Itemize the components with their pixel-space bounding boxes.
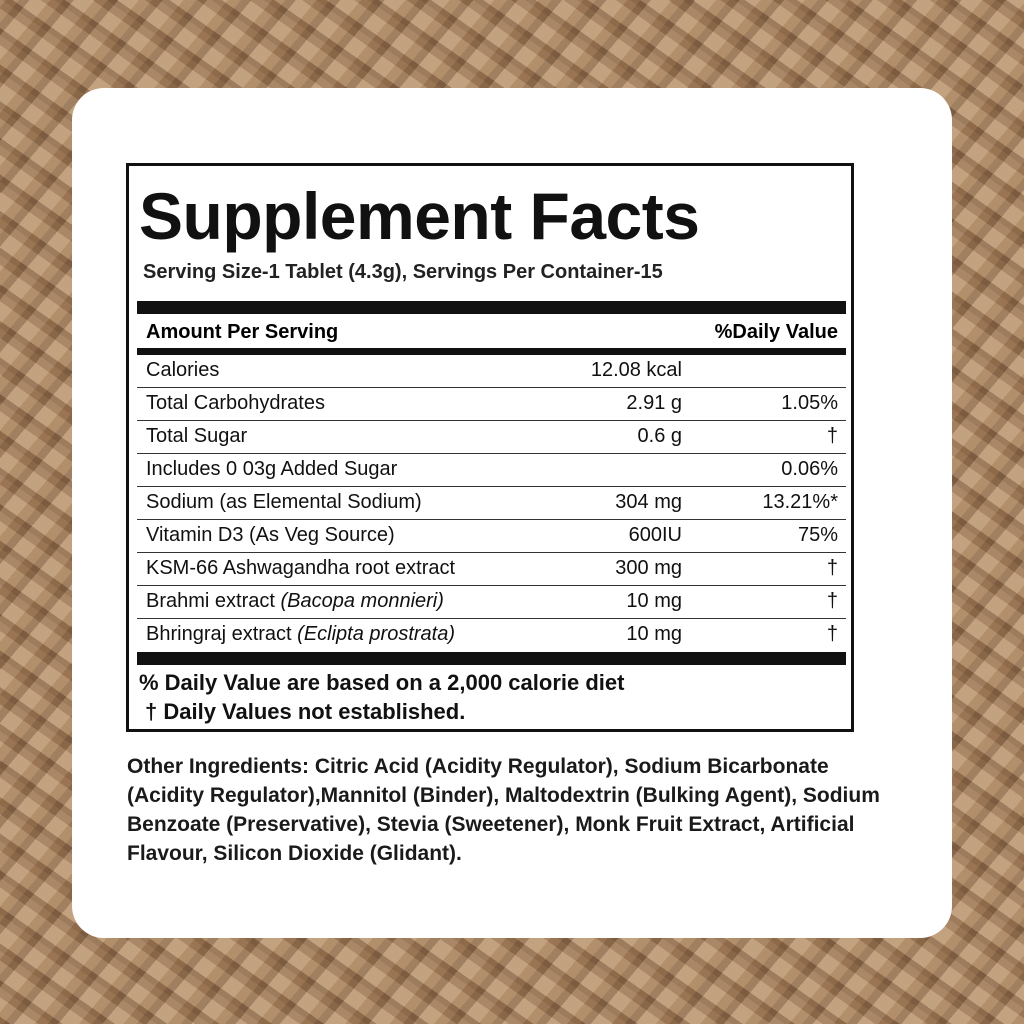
- nutrient-name: Total Sugar: [146, 425, 247, 448]
- nutrient-amount: 2.91 g: [626, 392, 682, 414]
- nutrient-amount: 600IU: [628, 524, 682, 546]
- table-row: Vitamin D3 (As Veg Source) 600IU 75%: [137, 520, 846, 553]
- nutrient-latin-name: (Bacopa monnieri): [280, 590, 444, 612]
- divider-thick: [137, 652, 846, 665]
- nutrient-latin-name: (Eclipta prostrata): [297, 623, 456, 645]
- nutrient-name: Brahmi extract (Bacopa monnieri): [146, 590, 444, 613]
- nutrient-daily-value: †: [826, 623, 838, 645]
- nutrient-name: Calories: [146, 359, 219, 382]
- table-header: Amount Per Serving %Daily Value: [137, 318, 846, 348]
- nutrient-name-text: Vitamin D3 (As Veg Source): [146, 524, 395, 546]
- nutrient-amount: 300 mg: [615, 557, 682, 579]
- footnote-daily-value: % Daily Value are based on a 2,000 calor…: [139, 670, 625, 695]
- nutrient-name-text: Bhringraj extract: [146, 623, 298, 645]
- serving-info: Serving Size-1 Tablet (4.3g), Servings P…: [143, 261, 663, 283]
- nutrient-name-text: Total Sugar: [146, 425, 248, 447]
- header-amount: Amount Per Serving: [146, 321, 339, 343]
- nutrient-name-text: Brahmi extract: [146, 590, 281, 612]
- nutrient-daily-value: 75%: [797, 524, 838, 546]
- nutrient-amount: 10 mg: [626, 590, 682, 612]
- nutrient-daily-value: 1.05%: [781, 392, 838, 414]
- supplement-facts-panel: Supplement Facts Serving Size-1 Tablet (…: [126, 163, 854, 732]
- table-row: Brahmi extract (Bacopa monnieri) 10 mg †: [137, 586, 846, 619]
- nutrient-daily-value: †: [826, 425, 838, 447]
- other-ingredients: Other Ingredients: Citric Acid (Acidity …: [127, 755, 880, 865]
- panel-title: Supplement Facts: [139, 179, 700, 253]
- table-row: KSM-66 Ashwagandha root extract 300 mg †: [137, 553, 846, 586]
- nutrient-amount: 12.08 kcal: [590, 359, 682, 381]
- table-row: Calories 12.08 kcal: [137, 355, 846, 388]
- nutrient-name-text: Includes 0 03g Added Sugar: [146, 458, 398, 480]
- nutrient-amount: 0.6 g: [637, 425, 682, 447]
- nutrient-name: Total Carbohydrates: [146, 392, 325, 415]
- nutrient-daily-value: †: [826, 557, 838, 579]
- nutrient-table: Calories 12.08 kcal Total Carbohydrates 2.9…: [137, 355, 846, 651]
- footnote-not-established: † Daily Values not established.: [145, 699, 466, 724]
- header-daily-value: %Daily Value: [714, 321, 838, 343]
- nutrient-daily-value: 0.06%: [781, 458, 838, 480]
- nutrient-daily-value: 13.21%*: [762, 491, 838, 513]
- table-row: Sodium (as Elemental Sodium) 304 mg 13.21%…: [137, 487, 846, 520]
- nutrient-name: Vitamin D3 (As Veg Source): [146, 524, 395, 547]
- table-row: Includes 0 03g Added Sugar 0.06%: [137, 454, 846, 487]
- divider-medium: [137, 348, 846, 355]
- table-row: Total Carbohydrates 2.91 g 1.05%: [137, 388, 846, 421]
- nutrient-name-text: Total Carbohydrates: [146, 392, 325, 414]
- nutrient-name: Bhringraj extract (Eclipta prostrata): [146, 623, 455, 646]
- nutrient-name: Sodium (as Elemental Sodium): [146, 491, 422, 514]
- nutrient-name-text: Calories: [146, 359, 220, 381]
- table-row: Bhringraj extract (Eclipta prostrata) 10 …: [137, 619, 846, 651]
- nutrient-amount: 304 mg: [615, 491, 682, 513]
- nutrient-name: KSM-66 Ashwagandha root extract: [146, 557, 455, 580]
- nutrient-daily-value: †: [826, 590, 838, 612]
- table-row: Total Sugar 0.6 g †: [137, 421, 846, 454]
- divider-thick: [137, 301, 846, 314]
- nutrient-name-text: Sodium (as Elemental Sodium): [146, 491, 422, 513]
- label-card: [72, 88, 952, 938]
- nutrient-amount: 10 mg: [626, 623, 682, 645]
- nutrient-name: Includes 0 03g Added Sugar: [146, 458, 397, 481]
- nutrient-name-text: KSM-66 Ashwagandha root extract: [146, 557, 456, 579]
